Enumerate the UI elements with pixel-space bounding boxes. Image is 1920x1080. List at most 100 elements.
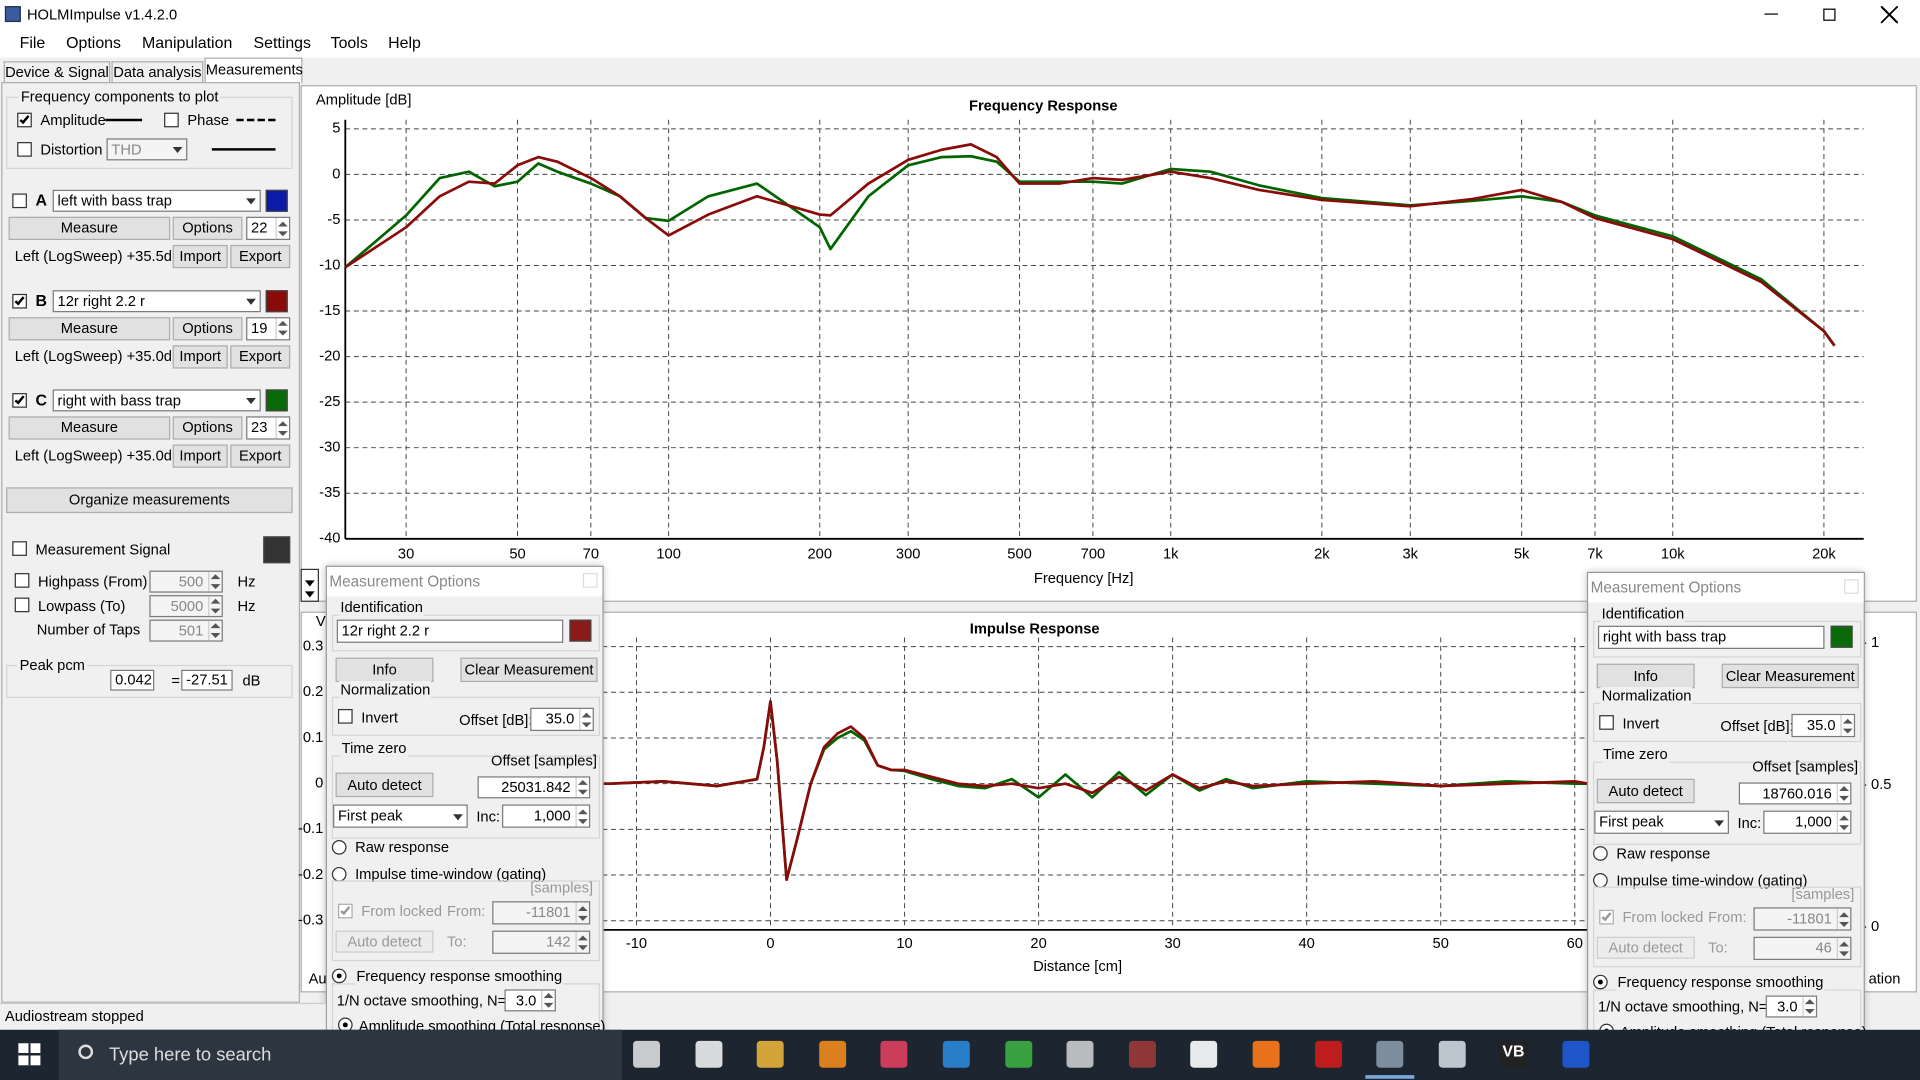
button[interactable]: Export bbox=[230, 444, 291, 468]
close-button[interactable] bbox=[1880, 6, 1898, 24]
color-swatch[interactable] bbox=[265, 289, 288, 312]
button[interactable]: Options bbox=[172, 416, 243, 440]
button[interactable]: Clear Measurement bbox=[1721, 663, 1859, 689]
button[interactable]: Measure bbox=[8, 416, 171, 440]
radio-button[interactable] bbox=[1593, 846, 1608, 861]
text-field[interactable]: 22 bbox=[246, 216, 291, 241]
text-field[interactable]: First peak bbox=[333, 804, 468, 828]
text-field[interactable]: 5000 bbox=[149, 595, 223, 618]
color-swatch[interactable] bbox=[1830, 625, 1853, 648]
button[interactable]: Import bbox=[172, 344, 228, 369]
button[interactable]: Auto detect bbox=[1596, 936, 1695, 959]
taskbar-app[interactable] bbox=[1562, 1040, 1590, 1068]
text-field[interactable]: 500 bbox=[149, 570, 223, 593]
button[interactable]: Import bbox=[172, 244, 228, 269]
text-field[interactable]: 0.042 bbox=[110, 669, 155, 691]
checkbox[interactable] bbox=[1599, 715, 1614, 730]
taskbar-app[interactable] bbox=[695, 1040, 722, 1068]
measurement-select[interactable]: 12r right 2.2 r bbox=[52, 289, 261, 312]
text-field[interactable]: 25031.842 bbox=[477, 776, 591, 799]
button[interactable]: Export bbox=[230, 244, 291, 269]
text-field[interactable]: 3.0 bbox=[1765, 995, 1818, 1018]
text-field[interactable]: 3.0 bbox=[504, 989, 556, 1012]
text-field[interactable]: 35.0 bbox=[530, 707, 594, 732]
checkbox[interactable] bbox=[1599, 909, 1614, 925]
button[interactable]: Options bbox=[172, 216, 243, 241]
taskbar-app[interactable] bbox=[818, 1040, 846, 1068]
color-swatch[interactable] bbox=[265, 389, 288, 412]
button[interactable]: Measure bbox=[8, 216, 171, 241]
text-field[interactable]: 501 bbox=[149, 619, 223, 642]
text-field[interactable]: 46 bbox=[1753, 936, 1852, 961]
taskbar-app[interactable] bbox=[1190, 1040, 1218, 1068]
checkbox[interactable] bbox=[164, 112, 179, 128]
radio-button[interactable] bbox=[331, 840, 347, 855]
button[interactable]: Info bbox=[335, 657, 434, 683]
text-field[interactable]: 18760.016 bbox=[1738, 782, 1852, 805]
menu-item[interactable]: Manipulation bbox=[142, 33, 233, 52]
button[interactable]: Auto detect bbox=[1596, 778, 1695, 804]
checkbox[interactable] bbox=[12, 393, 27, 408]
text-field[interactable]: -11801 bbox=[1753, 907, 1852, 931]
tab[interactable]: Measurements bbox=[204, 57, 303, 84]
checkbox[interactable] bbox=[14, 573, 30, 588]
color-swatch[interactable] bbox=[569, 619, 592, 642]
text-field[interactable]: THD bbox=[106, 138, 188, 161]
taskbar-app[interactable] bbox=[1438, 1040, 1466, 1068]
minimize-button[interactable] bbox=[1764, 13, 1778, 15]
checkbox[interactable] bbox=[12, 293, 27, 309]
menu-item[interactable]: File bbox=[19, 33, 46, 52]
button[interactable]: Options bbox=[172, 316, 243, 340]
button[interactable]: Clear Measurement bbox=[460, 657, 598, 683]
button[interactable]: Auto detect bbox=[335, 772, 434, 798]
text-field[interactable]: 1,000 bbox=[1763, 810, 1852, 834]
taskbar-app[interactable] bbox=[1128, 1040, 1156, 1068]
menu-item[interactable]: Help bbox=[388, 33, 421, 52]
taskbar-app[interactable] bbox=[1066, 1040, 1094, 1068]
taskbar-app[interactable] bbox=[756, 1040, 784, 1068]
taskbar-app[interactable] bbox=[1004, 1040, 1032, 1068]
radio-button[interactable] bbox=[331, 968, 347, 984]
menu-item[interactable]: Options bbox=[66, 33, 121, 52]
button[interactable]: Measure bbox=[8, 316, 171, 340]
button[interactable]: Organize measurements bbox=[6, 487, 293, 514]
text-field[interactable]: 19 bbox=[246, 316, 291, 340]
text-field[interactable]: -11801 bbox=[492, 901, 591, 925]
text-field[interactable]: 142 bbox=[492, 930, 591, 954]
measurement-select[interactable]: right with bass trap bbox=[52, 389, 261, 412]
menu-item[interactable]: Settings bbox=[253, 33, 312, 52]
dialog-close[interactable] bbox=[1844, 579, 1859, 594]
dialog-close[interactable] bbox=[582, 573, 598, 588]
button[interactable]: Info bbox=[1596, 663, 1695, 689]
text-field[interactable]: 12r right 2.2 r bbox=[336, 619, 564, 643]
button[interactable]: Import bbox=[172, 444, 228, 468]
text-field[interactable]: right with bass trap bbox=[1597, 625, 1825, 649]
taskbar-app[interactable] bbox=[633, 1040, 661, 1068]
taskbar-app[interactable] bbox=[1376, 1040, 1404, 1068]
color-swatch[interactable] bbox=[263, 536, 291, 564]
tab[interactable]: Data analysis bbox=[111, 61, 204, 84]
radio-button[interactable] bbox=[1593, 974, 1608, 990]
checkbox[interactable] bbox=[337, 708, 353, 724]
taskbar-app[interactable] bbox=[1252, 1040, 1280, 1068]
checkbox[interactable] bbox=[12, 541, 27, 556]
color-swatch[interactable] bbox=[265, 189, 288, 212]
taskbar-app[interactable] bbox=[880, 1040, 908, 1068]
menu-item[interactable]: Tools bbox=[330, 33, 368, 52]
search-box[interactable] bbox=[58, 1029, 623, 1080]
taskbar-app[interactable] bbox=[942, 1040, 970, 1068]
text-field[interactable]: First peak bbox=[1594, 810, 1729, 834]
checkbox[interactable] bbox=[337, 903, 353, 919]
checkbox[interactable] bbox=[14, 597, 30, 613]
checkbox[interactable] bbox=[12, 193, 27, 209]
text-field[interactable]: 1,000 bbox=[502, 804, 591, 828]
button[interactable]: Export bbox=[230, 344, 291, 369]
text-field[interactable]: 35.0 bbox=[1791, 713, 1856, 738]
taskbar-app[interactable] bbox=[1314, 1040, 1342, 1068]
button[interactable]: Auto detect bbox=[335, 930, 434, 953]
start-button[interactable] bbox=[18, 1043, 41, 1066]
checkbox[interactable] bbox=[17, 142, 32, 157]
measurement-select[interactable]: left with bass trap bbox=[52, 189, 261, 212]
text-field[interactable]: 23 bbox=[246, 416, 291, 440]
text-field[interactable]: -27.51 bbox=[181, 669, 233, 691]
